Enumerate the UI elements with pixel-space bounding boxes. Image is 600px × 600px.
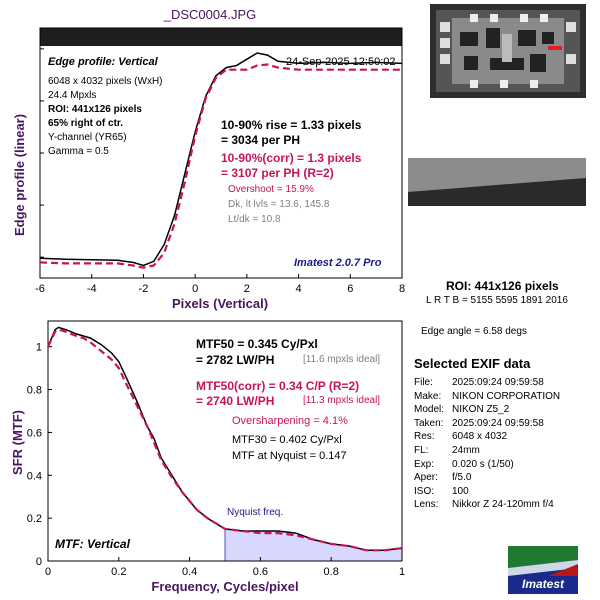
edge-info-line: 65% right of ctr. xyxy=(48,118,124,129)
test-chart-thumbnail xyxy=(430,4,586,98)
exif-value: 6048 x 4032 xyxy=(452,431,508,443)
rise-corr-line-2: = 3107 per PH (R=2) xyxy=(221,166,334,180)
mtf-y-tick-label: 0.2 xyxy=(27,513,42,525)
version-text: Imatest 2.0.7 Pro xyxy=(294,257,382,269)
logo-text: Imatest xyxy=(522,577,565,591)
edge-angle: Edge angle = 6.58 degs xyxy=(421,326,527,337)
rise-corr-line-1: 10-90%(corr) = 1.3 pixels xyxy=(221,151,362,165)
roi-coordinates: L R T B = 5155 5595 1891 2016 xyxy=(426,295,568,306)
mtf-y-tick-label: 0 xyxy=(36,556,42,568)
exif-row: File: 2025:09:24 09:59:58 xyxy=(414,376,560,390)
mtf-chart: 0 0.2 0.4 0.6 0.8 1 0 0.2 0.4 0.6 0.8 1 xyxy=(27,320,405,578)
exif-value: NIKON Z5_2 xyxy=(452,404,510,416)
light-dark-ratio: Lt/dk = 10.8 xyxy=(228,214,281,225)
mtf-x-tick-label: 0.2 xyxy=(111,566,126,578)
edge-dark-band xyxy=(40,28,402,46)
edge-info-line: 24.4 Mpxls xyxy=(48,90,97,101)
mtf-x-tick-label: 0.4 xyxy=(182,566,197,578)
edge-info-block: 6048 x 4032 pixels (WxH) 24.4 Mpxls ROI: 4… xyxy=(48,75,163,159)
exif-title: Selected EXIF data xyxy=(414,356,531,371)
mtf-panel-title: MTF: Vertical xyxy=(55,537,130,551)
mtf-x-tick-label: 0 xyxy=(45,566,51,578)
edge-timestamp: 24-Sep-2025 12:50:02 xyxy=(286,56,396,68)
roi-crop-image xyxy=(408,158,586,206)
mtf30-text: MTF30 = 0.402 Cy/Pxl xyxy=(232,434,342,446)
exif-value: 0.020 s (1/50) xyxy=(452,458,514,470)
exif-value: 2025:09:24 09:59:58 xyxy=(452,417,544,429)
mtf-y-tick-label: 0.8 xyxy=(27,385,42,397)
mtf-y-tick-label: 0.6 xyxy=(27,427,42,439)
edge-info-line: ROI: 441x126 pixels xyxy=(48,104,142,115)
mtf-x-tick-label: 1 xyxy=(399,566,405,578)
mtf-x-tick-label: 0.8 xyxy=(324,566,339,578)
exif-row: Model: NIKON Z5_2 xyxy=(414,403,560,417)
mtf50-ideal: [11.6 mpxls ideal] xyxy=(303,354,381,365)
filename-title: _DSC0004.JPG xyxy=(163,7,257,22)
rise-line-2: = 3034 per PH xyxy=(221,133,301,147)
exif-value: 2025:09:24 09:59:58 xyxy=(452,377,544,388)
edge-profile-chart: -6 -4 -2 0 2 4 6 8 xyxy=(35,27,405,295)
imatest-logo: Imatest xyxy=(508,546,578,594)
exif-key: FL: xyxy=(414,444,429,456)
dark-light-levels: Dk, lt lvls = 13.6, 145.8 xyxy=(228,199,330,210)
mtf50-corr-ideal: [11.3 mpxls ideal] xyxy=(303,395,381,406)
exif-key: Aper: xyxy=(414,472,438,484)
mtf-y-tick-label: 0.4 xyxy=(27,470,42,482)
mtf50-line-1: MTF50 = 0.345 Cy/Pxl xyxy=(196,337,318,351)
exif-row: Aper: f/5.0 xyxy=(414,471,560,485)
exif-row: FL: 24mm xyxy=(414,444,560,458)
overshoot-text: Overshoot = 15.9% xyxy=(228,184,314,195)
exif-key: Exp: xyxy=(414,458,435,470)
exif-row: Exp: 0.020 s (1/50) xyxy=(414,458,560,472)
edge-xlabel: Pixels (Vertical) xyxy=(171,296,269,311)
oversharpening-text: Oversharpening = 4.1% xyxy=(232,415,348,427)
exif-key: Model: xyxy=(414,404,445,416)
edge-x-tick-label: -2 xyxy=(139,283,149,295)
exif-row: ISO: 100 xyxy=(414,485,560,499)
mtf50-corr-line-1: MTF50(corr) = 0.34 C/P (R=2) xyxy=(196,379,360,393)
edge-info-line: Y-channel (YR65) xyxy=(48,132,127,143)
exif-value: 24mm xyxy=(452,444,480,456)
rise-line-1: 10-90% rise = 1.33 pixels xyxy=(221,118,362,132)
edge-panel-title: Edge profile: Vertical xyxy=(48,56,158,68)
nyquist-label: Nyquist freq. xyxy=(227,507,284,518)
exif-row: Lens: Nikkor Z 24-120mm f/4 xyxy=(414,498,560,512)
edge-info-line: Gamma = 0.5 xyxy=(48,146,109,157)
mtf-ylabel: SFR (MTF) xyxy=(10,410,25,475)
mtf-xlabel: Frequency, Cycles/pixel xyxy=(151,579,299,594)
mtf-x-tick-label: 0.6 xyxy=(253,566,268,578)
exif-key: File: xyxy=(414,377,433,388)
edge-corrected-line xyxy=(39,63,402,269)
edge-x-tick-label: -4 xyxy=(87,283,97,295)
exif-value: NIKON CORPORATION xyxy=(452,390,561,402)
nyquist-region xyxy=(225,528,402,561)
edge-x-tick-label: 0 xyxy=(192,283,198,295)
exif-key: Lens: xyxy=(414,499,439,511)
exif-key: Res: xyxy=(414,431,435,443)
mtf50-corr-line-2: = 2740 LW/PH xyxy=(196,394,275,408)
mtf-plot-frame xyxy=(47,320,403,562)
exif-table: File: 2025:09:24 09:59:58 Make: NIKON CORPO… xyxy=(414,376,560,512)
edge-x-tick-label: 8 xyxy=(399,283,405,295)
exif-row: Make: NIKON CORPORATION xyxy=(414,390,560,404)
mtf-nyquist-text: MTF at Nyquist = 0.147 xyxy=(232,450,347,462)
roi-title: ROI: 441x126 pixels xyxy=(446,279,559,293)
edge-x-tick-label: 4 xyxy=(296,283,302,295)
exif-value: 100 xyxy=(452,485,469,497)
mtf-corrected-line xyxy=(47,328,403,552)
mtf50-line-2: = 2782 LW/PH xyxy=(196,353,275,367)
exif-key: Make: xyxy=(414,390,442,402)
exif-key: Taken: xyxy=(414,417,444,429)
exif-row: Taken: 2025:09:24 09:59:58 xyxy=(414,417,560,431)
edge-x-tick-label: 2 xyxy=(244,283,250,295)
edge-x-tick-label: 6 xyxy=(347,283,353,295)
edge-info-line: 6048 x 4032 pixels (WxH) xyxy=(48,76,163,87)
edge-x-tick-label: -6 xyxy=(35,283,45,295)
exif-key: ISO: xyxy=(414,485,435,497)
exif-row: Res: 6048 x 4032 xyxy=(414,430,560,444)
exif-value: Nikkor Z 24-120mm f/4 xyxy=(452,499,554,511)
exif-value: f/5.0 xyxy=(452,472,472,484)
mtf-y-tick-label: 1 xyxy=(36,342,42,354)
